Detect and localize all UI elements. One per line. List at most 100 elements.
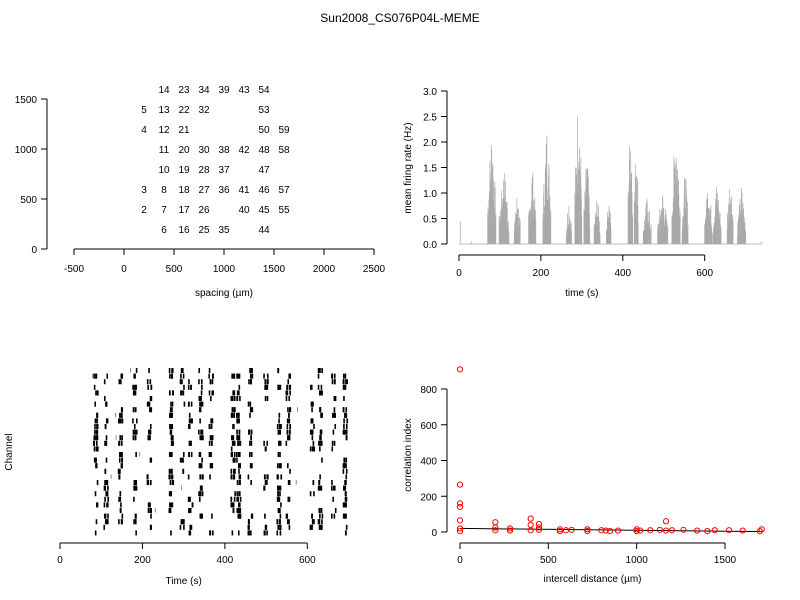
spike-mark xyxy=(92,373,94,379)
spike-mark xyxy=(288,496,291,502)
spike-mark xyxy=(232,508,235,514)
spike-mark xyxy=(93,440,95,446)
spike-mark xyxy=(287,480,290,486)
spike-mark xyxy=(121,440,123,446)
spike-mark xyxy=(171,440,174,446)
spike-mark xyxy=(234,407,236,413)
spike-mark xyxy=(250,480,252,486)
y-axis-label: Channel xyxy=(4,433,15,470)
spike-mark xyxy=(320,435,322,441)
spike-mark xyxy=(208,368,211,374)
spike-mark xyxy=(345,530,347,536)
spike-mark xyxy=(119,468,121,474)
spike-mark xyxy=(135,485,138,491)
spike-mark xyxy=(345,435,348,441)
x-axis-label: spacing (µm) xyxy=(195,288,253,299)
spike-mark xyxy=(211,435,214,441)
data-point xyxy=(456,525,464,532)
spike-mark xyxy=(169,390,171,396)
spike-mark xyxy=(321,519,323,525)
spike-mark xyxy=(311,407,313,413)
spike-mark xyxy=(279,452,281,458)
spike-mark xyxy=(136,418,138,424)
spike-mark xyxy=(191,502,194,508)
spike-mark xyxy=(169,424,171,430)
spike-mark xyxy=(121,519,123,525)
spike-mark xyxy=(264,513,266,519)
spike-mark xyxy=(285,440,288,446)
spike-mark xyxy=(208,390,211,396)
spike-mark xyxy=(133,496,135,502)
electrode-label: 36 xyxy=(218,185,230,196)
spike-mark xyxy=(120,412,123,418)
spike-mark xyxy=(118,452,121,458)
spike-mark xyxy=(344,384,347,390)
spike-mark xyxy=(249,373,252,379)
y-tick-label: 500 xyxy=(20,195,37,206)
spike-mark xyxy=(319,407,321,413)
spike-mark xyxy=(286,418,289,424)
spike-mark xyxy=(333,485,336,491)
spike-mark xyxy=(344,496,347,502)
spike-mark xyxy=(313,491,315,497)
spike-mark xyxy=(345,424,348,430)
spike-mark xyxy=(278,440,280,446)
spike-mark xyxy=(230,496,233,502)
spike-mark xyxy=(134,373,136,379)
spike-mark xyxy=(236,508,239,514)
spike-mark xyxy=(238,384,241,390)
spike-mark xyxy=(133,480,136,486)
spike-mark xyxy=(180,390,182,396)
data-point xyxy=(711,527,718,534)
electrode-label: 59 xyxy=(278,125,290,136)
spike-mark xyxy=(239,463,241,469)
spike-mark xyxy=(170,491,172,497)
spike-mark xyxy=(276,519,279,525)
x-tick-label: 0 xyxy=(457,555,463,566)
spike-mark xyxy=(288,435,291,441)
spike-mark xyxy=(171,424,174,430)
electrode-label: 47 xyxy=(258,165,270,176)
spike-mark xyxy=(237,513,240,519)
spike-mark xyxy=(280,474,283,480)
spike-mark xyxy=(230,474,233,480)
y-tick-label: 800 xyxy=(420,385,437,396)
spike-mark xyxy=(289,373,291,379)
spike-mark xyxy=(236,496,238,502)
spike-mark xyxy=(182,519,184,525)
data-point xyxy=(662,527,670,534)
spike-mark xyxy=(147,480,150,486)
spike-mark xyxy=(345,491,347,497)
spike-mark xyxy=(171,412,174,418)
spike-mark xyxy=(279,463,282,469)
y-tick-label: 1.0 xyxy=(423,189,437,200)
spike-mark xyxy=(118,519,120,525)
spike-mark xyxy=(169,480,172,486)
spike-mark xyxy=(96,390,99,396)
spike-mark xyxy=(247,474,250,480)
spike-mark xyxy=(94,530,97,536)
spike-mark xyxy=(183,384,185,390)
spike-mark xyxy=(190,401,193,407)
spike-mark xyxy=(250,379,252,385)
spike-mark xyxy=(250,435,252,441)
data-point xyxy=(614,527,622,534)
x-tick-label: 2500 xyxy=(363,264,386,275)
spike-mark xyxy=(236,412,238,418)
spike-mark xyxy=(103,485,106,491)
electrode-label: 45 xyxy=(258,205,270,216)
y-tick-label: 400 xyxy=(420,457,437,468)
spike-mark xyxy=(95,390,97,396)
spike-mark xyxy=(147,508,150,514)
spike-mark xyxy=(105,457,108,463)
y-axis-label: mean firing rate (Hz) xyxy=(403,122,414,213)
spike-mark xyxy=(278,384,281,390)
spike-mark xyxy=(106,502,109,508)
spike-mark xyxy=(211,513,213,519)
data-point xyxy=(535,524,543,531)
spike-mark xyxy=(209,379,212,385)
spike-mark xyxy=(115,412,117,418)
spike-mark xyxy=(187,401,190,407)
spike-mark xyxy=(105,491,108,497)
